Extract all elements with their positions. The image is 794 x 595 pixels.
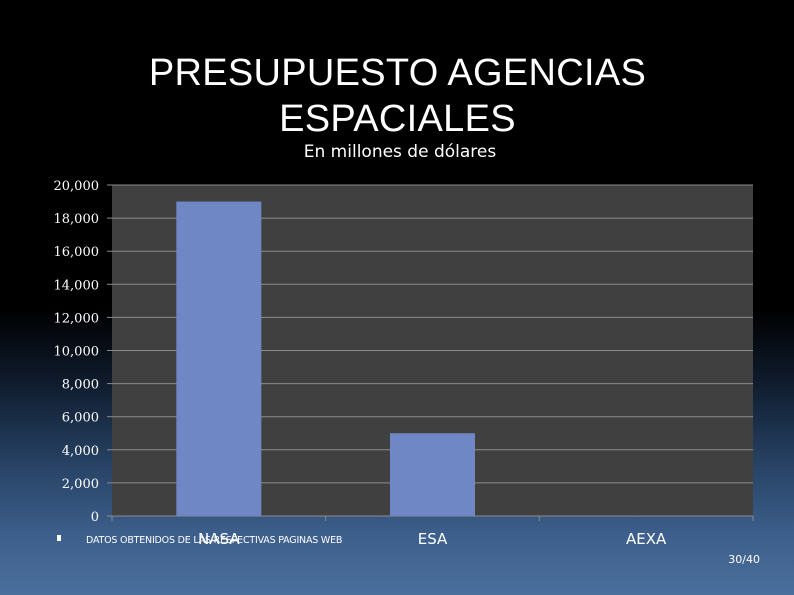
y-tick-label: 6,000 bbox=[62, 411, 99, 426]
bullet-icon bbox=[57, 535, 61, 541]
x-tick-label: AEXA bbox=[626, 530, 667, 548]
y-tick-label: 8,000 bbox=[62, 378, 99, 393]
y-tick-label: 16,000 bbox=[54, 245, 100, 260]
y-tick-label: 0 bbox=[91, 510, 99, 525]
y-tick-label: 20,000 bbox=[54, 179, 100, 194]
slide-title: PRESUPUESTO AGENCIAS ESPACIALES bbox=[148, 52, 647, 140]
y-tick-label: 4,000 bbox=[62, 444, 99, 459]
bar-esa bbox=[390, 433, 475, 516]
y-tick-label: 14,000 bbox=[54, 278, 100, 293]
x-tick-label: ESA bbox=[418, 530, 448, 548]
chart-subtitle: En millones de dólares bbox=[303, 142, 497, 162]
y-tick-label: 10,000 bbox=[54, 345, 100, 360]
y-tick-label: 12,000 bbox=[54, 311, 100, 326]
bar-nasa bbox=[176, 201, 262, 517]
y-tick-label: 2,000 bbox=[62, 477, 99, 492]
x-tick-label: NASA bbox=[198, 530, 240, 548]
y-tick-label: 18,000 bbox=[54, 212, 100, 227]
page-number: 30/40 bbox=[728, 553, 760, 566]
source-footnote: DATOS OBTENIDOS DE LAS RESPECTIVAS PAGIN… bbox=[86, 535, 343, 546]
